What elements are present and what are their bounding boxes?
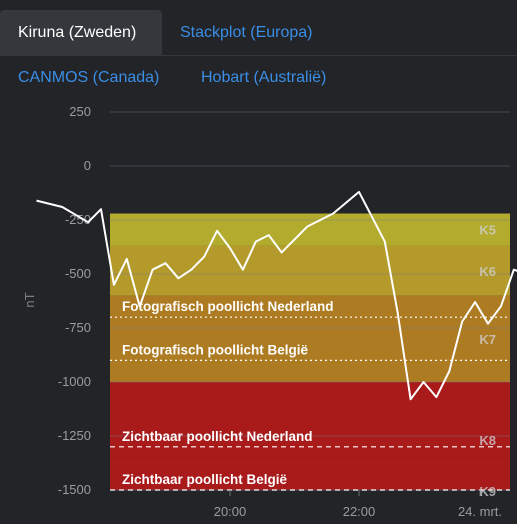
- tab-hobart[interactable]: Hobart (Australië): [201, 69, 327, 86]
- band-k7: [110, 295, 510, 382]
- tab-canmos[interactable]: CANMOS (Canada): [18, 69, 160, 86]
- tab-bar: Kiruna (Zweden) Stackplot (Europa) CANMO…: [0, 0, 517, 100]
- band-label: K5: [479, 223, 496, 238]
- band-label: K6: [479, 264, 496, 279]
- y-tick-label: 250: [69, 104, 91, 119]
- y-axis-label: nT: [22, 292, 37, 307]
- band-k9: [110, 457, 510, 490]
- band-label: K8: [479, 433, 496, 448]
- tab-kiruna[interactable]: Kiruna (Zweden): [0, 10, 162, 56]
- y-tick-label: -1250: [58, 428, 91, 443]
- tab-stackplot[interactable]: Stackplot (Europa): [180, 24, 313, 41]
- y-tick-label: -500: [65, 266, 91, 281]
- reference-line-label: Zichtbaar poollicht België: [122, 472, 288, 487]
- x-tick-label: 24. mrt.: [458, 504, 502, 519]
- y-tick-label: -750: [65, 320, 91, 335]
- x-tick-label: 22:00: [343, 504, 376, 519]
- series-line: [36, 190, 517, 401]
- band-k8: [110, 382, 510, 458]
- reference-line-label: Fotografisch poollicht België: [122, 342, 308, 357]
- y-tick-label: -1500: [58, 482, 91, 497]
- tab-label: Kiruna (Zweden): [18, 24, 137, 41]
- y-tick-label: -250: [65, 212, 91, 227]
- band-k5: [110, 213, 510, 246]
- reference-line-label: Zichtbaar poollicht Nederland: [122, 429, 313, 444]
- y-tick-label: 0: [84, 158, 91, 173]
- y-tick-label: -1000: [58, 374, 91, 389]
- band-k6: [110, 245, 510, 296]
- band-label: K7: [479, 332, 496, 347]
- x-tick-label: 20:00: [214, 504, 247, 519]
- reference-line-label: Fotografisch poollicht Nederland: [122, 299, 334, 314]
- tab-divider: [0, 55, 517, 56]
- band-label: K9: [479, 484, 496, 499]
